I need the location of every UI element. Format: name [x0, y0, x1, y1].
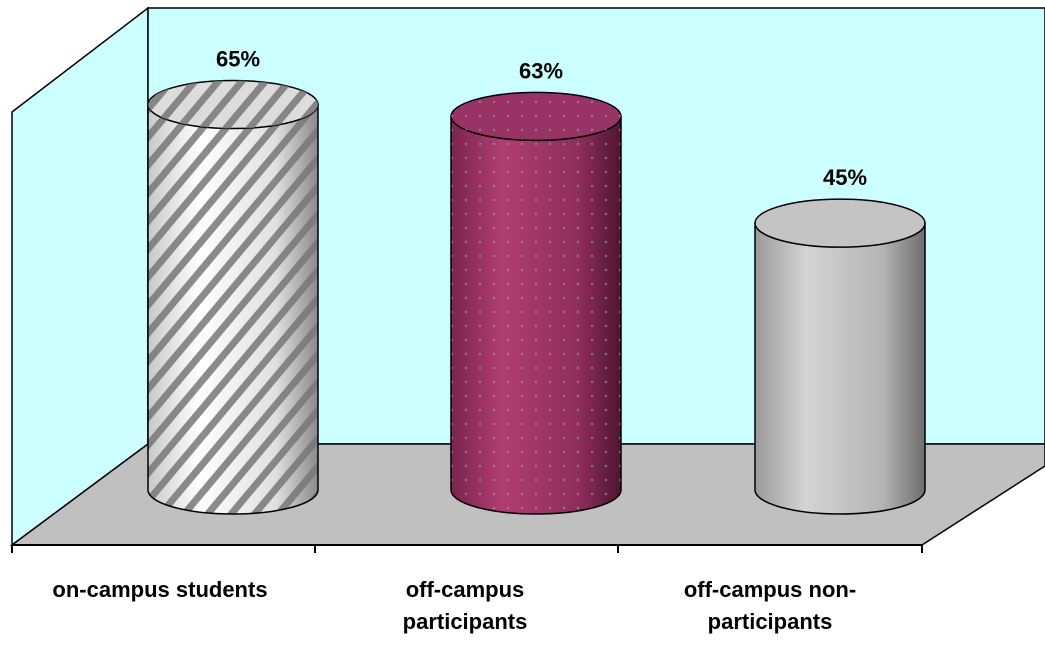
category-label: off-campus participants: [402, 577, 528, 634]
data-label: 65%: [216, 47, 260, 72]
data-label: 63%: [519, 58, 563, 83]
data-label: 45%: [823, 165, 867, 190]
bar: [754, 198, 926, 515]
bar: [450, 91, 622, 515]
category-label: on-campus students: [52, 577, 268, 602]
bar: [147, 79, 319, 515]
category-label: off-campus non- participants: [683, 577, 857, 634]
